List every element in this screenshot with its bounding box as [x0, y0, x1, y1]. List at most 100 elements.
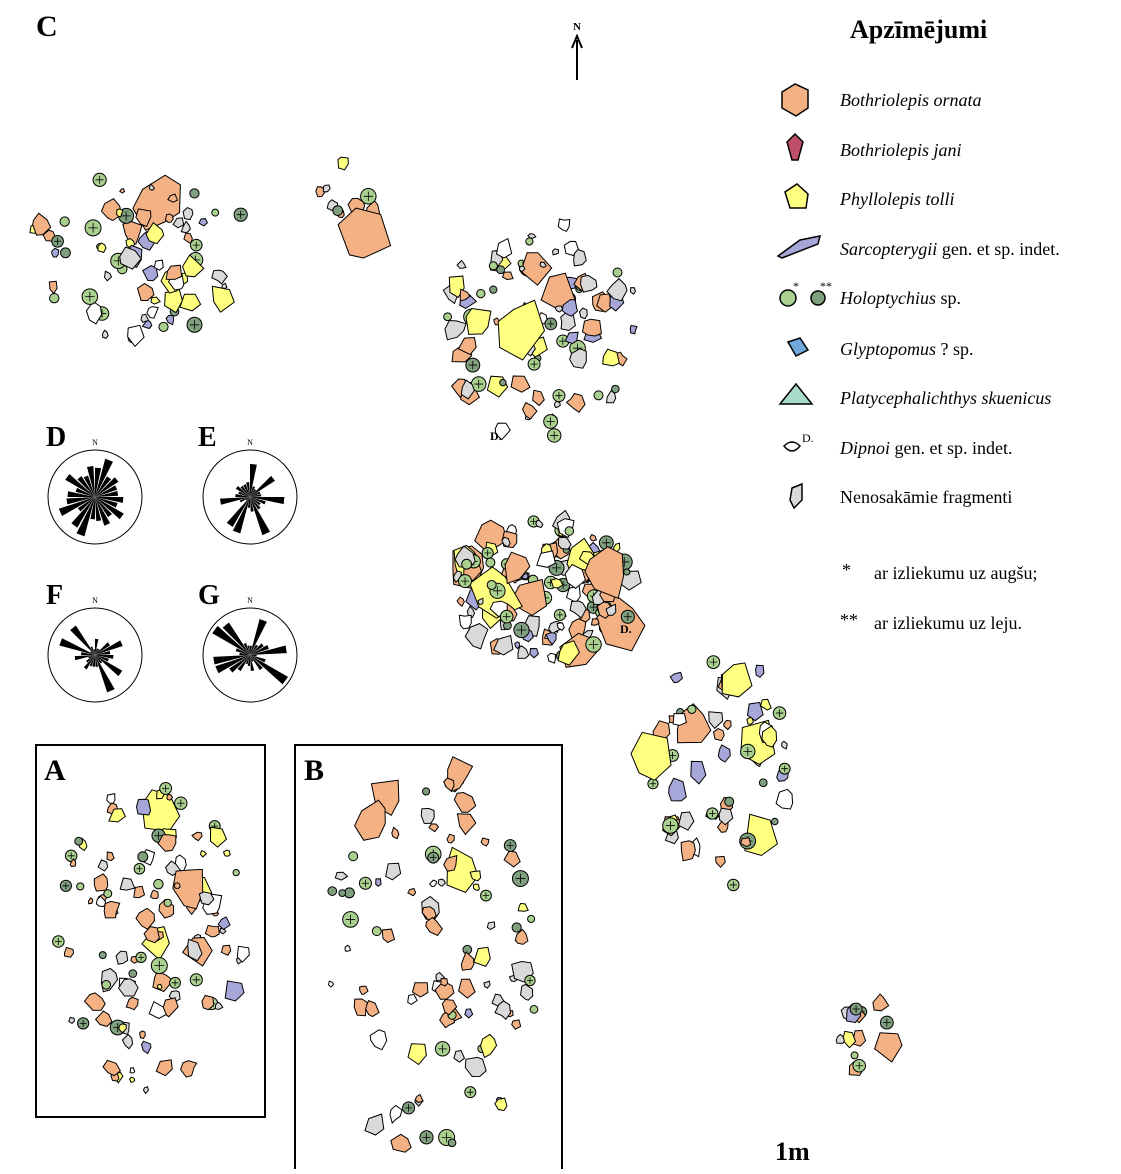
map: C A B N D. D. DNENFNGN Apzīmējumi * ** D…	[0, 0, 1121, 1169]
fragment	[89, 898, 93, 904]
legend-label: Bothriolepis jani	[840, 140, 962, 160]
holoptychius-scale	[759, 779, 767, 787]
fragment	[429, 824, 439, 832]
holoptychius-scale	[77, 883, 84, 890]
fragment	[724, 720, 731, 729]
holoptychius-scale	[349, 852, 358, 861]
fragment	[454, 1051, 465, 1063]
fragment	[136, 908, 155, 929]
icon-mark: D.	[802, 431, 814, 445]
panel-label: E	[198, 422, 217, 453]
fragment	[438, 879, 445, 886]
fragment	[504, 851, 520, 867]
holoptychius-scale	[612, 385, 619, 392]
scale-label: 1m	[775, 1137, 810, 1166]
fragment	[94, 874, 108, 891]
holoptychius-scale	[60, 217, 69, 226]
holoptychius-scale	[50, 293, 59, 302]
fragment	[382, 929, 394, 942]
fragment	[631, 288, 636, 295]
holoptychius-scale	[233, 869, 239, 875]
legend-label: Dipnoi gen. et sp. indet.	[839, 438, 1013, 458]
fragment	[503, 272, 513, 280]
fragment	[181, 1061, 197, 1077]
fragment	[691, 761, 706, 784]
fragment	[465, 1057, 486, 1076]
fragment	[716, 856, 726, 867]
fragment	[459, 979, 476, 998]
fragment	[151, 890, 159, 898]
fragment	[391, 1134, 411, 1152]
fragment	[457, 261, 466, 269]
fragment	[137, 799, 151, 815]
fragment	[120, 878, 135, 890]
holoptychius-scale	[772, 818, 779, 825]
holoptychius-scale	[61, 248, 71, 258]
fragment	[156, 1060, 172, 1076]
fragment	[421, 808, 434, 823]
rose-north: N	[92, 596, 98, 605]
fragment	[473, 884, 479, 890]
fragment	[511, 376, 530, 392]
fragment	[365, 1114, 384, 1135]
fragment	[102, 330, 108, 338]
holoptychius-scale	[725, 797, 734, 806]
holoptychius-scale	[339, 890, 346, 897]
holoptychius-scale	[462, 559, 472, 569]
fragment	[518, 903, 528, 911]
fragment	[49, 281, 57, 293]
fragment	[537, 551, 556, 567]
fragment	[521, 253, 552, 286]
fragment	[461, 952, 474, 970]
fragment	[166, 315, 174, 324]
fragment	[345, 945, 350, 951]
legend-suffix: gen. et sp. indet.	[895, 438, 1013, 458]
holoptychius-scale	[99, 952, 106, 959]
dipnoi-mark: D.	[620, 622, 632, 636]
legend-title: Apzīmējumi	[850, 15, 987, 44]
note-mark: **	[840, 610, 858, 630]
fragment	[670, 672, 682, 682]
panel-label: A	[44, 754, 66, 787]
fragment	[192, 832, 202, 840]
panel-label: F	[46, 580, 63, 611]
fragment	[355, 800, 386, 840]
fragment	[130, 1077, 135, 1082]
fragment	[592, 619, 600, 625]
fragment	[497, 239, 512, 258]
fragment	[714, 729, 725, 741]
fragment	[222, 283, 227, 288]
legend-label: Platycephalichthys skuenicus	[839, 388, 1051, 408]
holoptychius-scale	[102, 981, 111, 990]
fragment	[408, 994, 418, 1004]
fragment	[709, 712, 723, 729]
fragment	[630, 325, 637, 333]
fragment	[142, 1041, 152, 1053]
fragment	[454, 793, 475, 813]
dipnoi-mark: D.	[490, 429, 502, 443]
fragment	[487, 376, 507, 397]
fragment	[444, 778, 454, 791]
fragment	[776, 789, 793, 809]
legend-label: Phyllolepis tolli	[839, 189, 955, 209]
fragment	[580, 308, 588, 319]
fragment	[386, 863, 401, 880]
fragment	[722, 663, 752, 697]
fragment	[200, 851, 206, 857]
fragment	[673, 714, 686, 726]
fragment	[457, 814, 475, 835]
fragment	[134, 886, 145, 897]
fragment	[843, 1031, 856, 1047]
fragment	[338, 208, 391, 258]
holoptychius-scale	[212, 209, 219, 216]
holoptychius-scale	[448, 1139, 456, 1147]
fragment	[104, 901, 120, 918]
fragment	[782, 741, 787, 749]
fragment	[370, 1030, 387, 1050]
holoptychius-scale	[190, 189, 199, 198]
fragment	[459, 615, 471, 629]
fragment	[376, 879, 381, 887]
holoptychius-scale	[138, 852, 148, 862]
legend-label: Glyptopomus ? sp.	[840, 339, 974, 359]
fragment	[392, 827, 399, 838]
